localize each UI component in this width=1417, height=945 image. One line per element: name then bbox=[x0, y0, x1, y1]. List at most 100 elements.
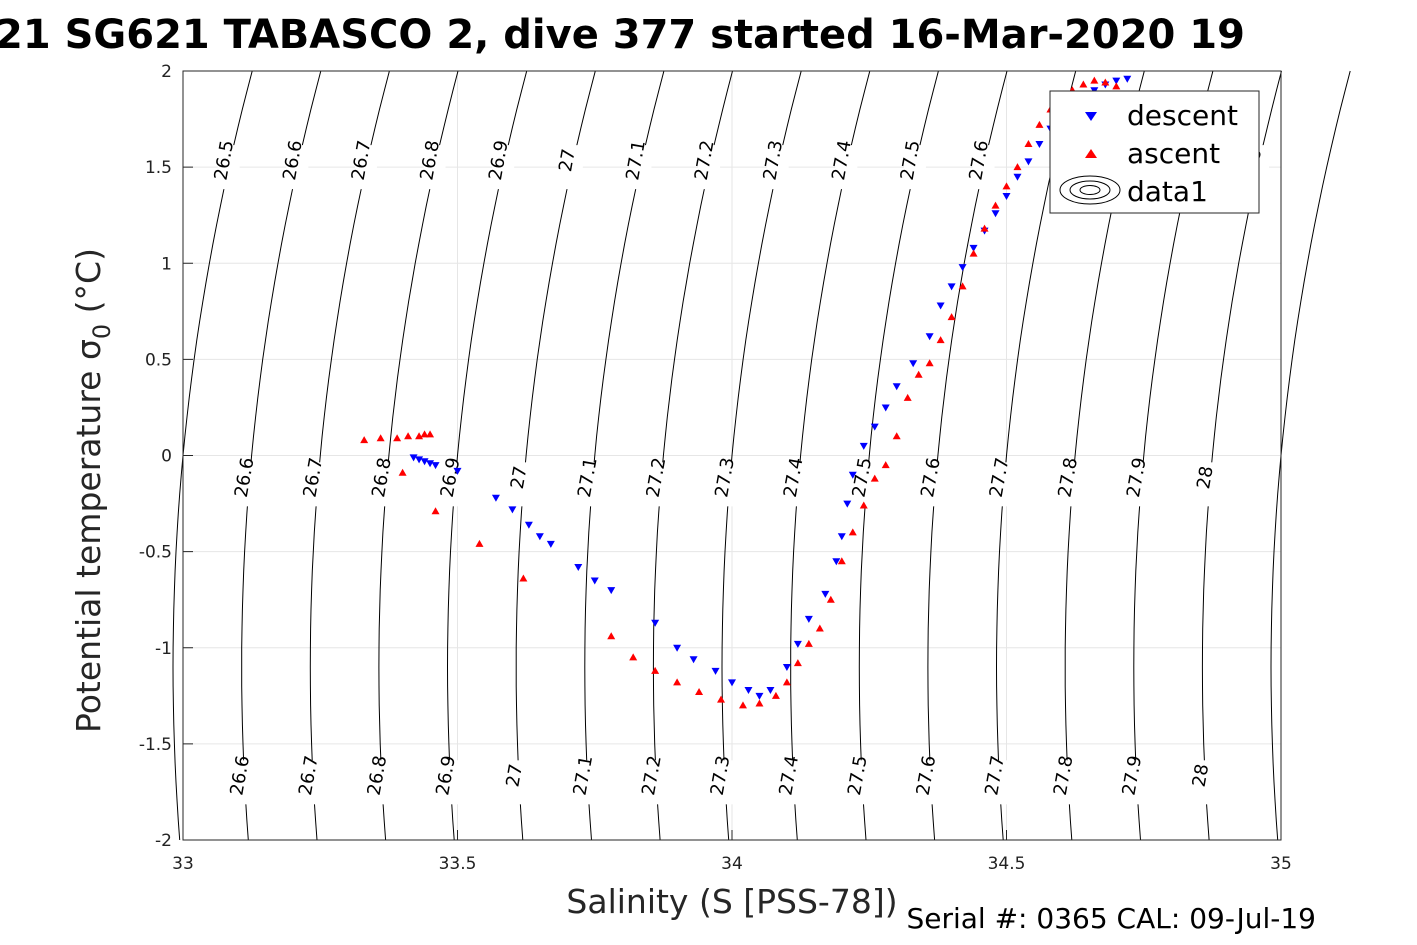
isopycnal-line bbox=[515, 70, 596, 841]
descent-point bbox=[711, 667, 720, 675]
ascent-point bbox=[969, 249, 978, 257]
descent-point bbox=[590, 577, 599, 585]
ascent-point bbox=[804, 639, 813, 647]
isopycnal-line bbox=[790, 70, 871, 841]
y-tick-label: -1 bbox=[155, 639, 172, 659]
isopycnal-line bbox=[309, 70, 390, 841]
contour-label: 28 bbox=[1189, 762, 1214, 788]
y-tick-label: 2 bbox=[161, 62, 172, 82]
contour-label-bg bbox=[492, 145, 515, 190]
descent-point bbox=[892, 383, 901, 391]
descent-point bbox=[947, 283, 956, 291]
y-tick-label: 1 bbox=[161, 254, 172, 274]
descent-point bbox=[782, 663, 791, 671]
contour-label: 28 bbox=[1193, 464, 1218, 490]
x-tick-label: 33 bbox=[172, 854, 194, 874]
ascent-point bbox=[914, 370, 923, 378]
contour-label-bg bbox=[992, 462, 1015, 507]
descent-point bbox=[689, 656, 698, 664]
y-tick-label: 0 bbox=[161, 447, 172, 467]
descent-point bbox=[431, 462, 440, 470]
ascent-point bbox=[360, 436, 369, 444]
ascent-point bbox=[519, 574, 528, 582]
x-tick-label: 34.5 bbox=[988, 854, 1026, 874]
descent-point bbox=[837, 533, 846, 541]
y-axis-label-subscript: 0 bbox=[88, 324, 116, 339]
x-tick-label: 35 bbox=[1270, 854, 1292, 874]
y-tick-label: 0.5 bbox=[145, 350, 172, 370]
descent-point bbox=[909, 360, 918, 368]
contour-label-bg bbox=[851, 760, 874, 805]
ascent-point bbox=[837, 557, 846, 565]
descent-point bbox=[651, 619, 660, 627]
ascent-point bbox=[398, 468, 407, 476]
ascent-point bbox=[717, 695, 726, 703]
contour-label-bg bbox=[1194, 760, 1217, 805]
ascent-point bbox=[1101, 78, 1110, 86]
isopycnal-line bbox=[584, 70, 665, 841]
descent-point bbox=[936, 302, 945, 310]
descent-point bbox=[673, 644, 682, 652]
descent-point bbox=[969, 244, 978, 252]
contour-label-bg bbox=[1130, 462, 1153, 507]
descent-point bbox=[870, 423, 879, 431]
legend-descent-marker bbox=[1085, 112, 1097, 121]
descent-point bbox=[1123, 75, 1132, 83]
descent-point bbox=[848, 471, 857, 479]
ascent-point bbox=[1024, 140, 1033, 148]
ascent-point bbox=[404, 432, 413, 440]
ascent-point bbox=[755, 699, 764, 707]
isopycnal-line bbox=[995, 70, 1077, 841]
ascent-point bbox=[1079, 80, 1088, 88]
contour-label-bg bbox=[443, 462, 466, 507]
y-tick-label: 1.5 bbox=[145, 158, 172, 178]
contour-label-bg bbox=[560, 145, 583, 190]
y-tick-label: -2 bbox=[155, 831, 172, 851]
contour-label-bg bbox=[576, 760, 599, 805]
descent-point bbox=[574, 564, 583, 572]
ascent-point bbox=[1112, 82, 1121, 90]
contour-label-bg bbox=[903, 145, 926, 190]
contour-label: 27 bbox=[507, 464, 532, 490]
ascent-point bbox=[870, 474, 879, 482]
descent-point bbox=[793, 640, 802, 648]
legend-data1-label: data1 bbox=[1127, 175, 1208, 208]
ascent-point bbox=[936, 336, 945, 344]
isopycnal-line bbox=[378, 70, 459, 841]
descent-point bbox=[832, 558, 841, 566]
ascent-point bbox=[958, 282, 967, 290]
y-axis-label-main: Potential temperature σ bbox=[69, 339, 108, 733]
isopycnal-line bbox=[927, 70, 1008, 841]
ascent-point bbox=[771, 691, 780, 699]
contour-label-bg bbox=[286, 145, 309, 190]
descent-point bbox=[728, 679, 736, 687]
isopycnal-line bbox=[858, 70, 939, 841]
ascent-point bbox=[793, 659, 802, 667]
ascent-point bbox=[859, 501, 868, 509]
contour-label-bg bbox=[645, 760, 668, 805]
density-contours bbox=[172, 70, 1351, 841]
descent-point bbox=[524, 521, 533, 529]
ascent-point bbox=[1002, 182, 1011, 190]
descent-point bbox=[535, 533, 544, 541]
descent-point bbox=[859, 442, 868, 450]
contour-label-bg bbox=[1057, 760, 1080, 805]
descent-point bbox=[925, 333, 934, 341]
descent-point bbox=[426, 460, 435, 468]
y-axis-label-unit: (°C) bbox=[69, 248, 108, 324]
ascent-point bbox=[947, 313, 956, 321]
ascent-point bbox=[376, 434, 385, 442]
descent-point bbox=[821, 590, 830, 598]
y-tick-label: -1.5 bbox=[139, 735, 172, 755]
legend-ascent-marker bbox=[1085, 149, 1097, 158]
ascent-point bbox=[980, 224, 989, 232]
ascent-point bbox=[651, 666, 660, 674]
ascent-point bbox=[925, 359, 934, 367]
contour-label-bg bbox=[988, 760, 1011, 805]
ascent-point bbox=[673, 678, 682, 686]
legend: descent ascent data1 bbox=[1049, 90, 1260, 214]
contour-label-bg bbox=[354, 145, 377, 190]
descent-point bbox=[958, 264, 967, 272]
ascent-point bbox=[431, 507, 440, 515]
